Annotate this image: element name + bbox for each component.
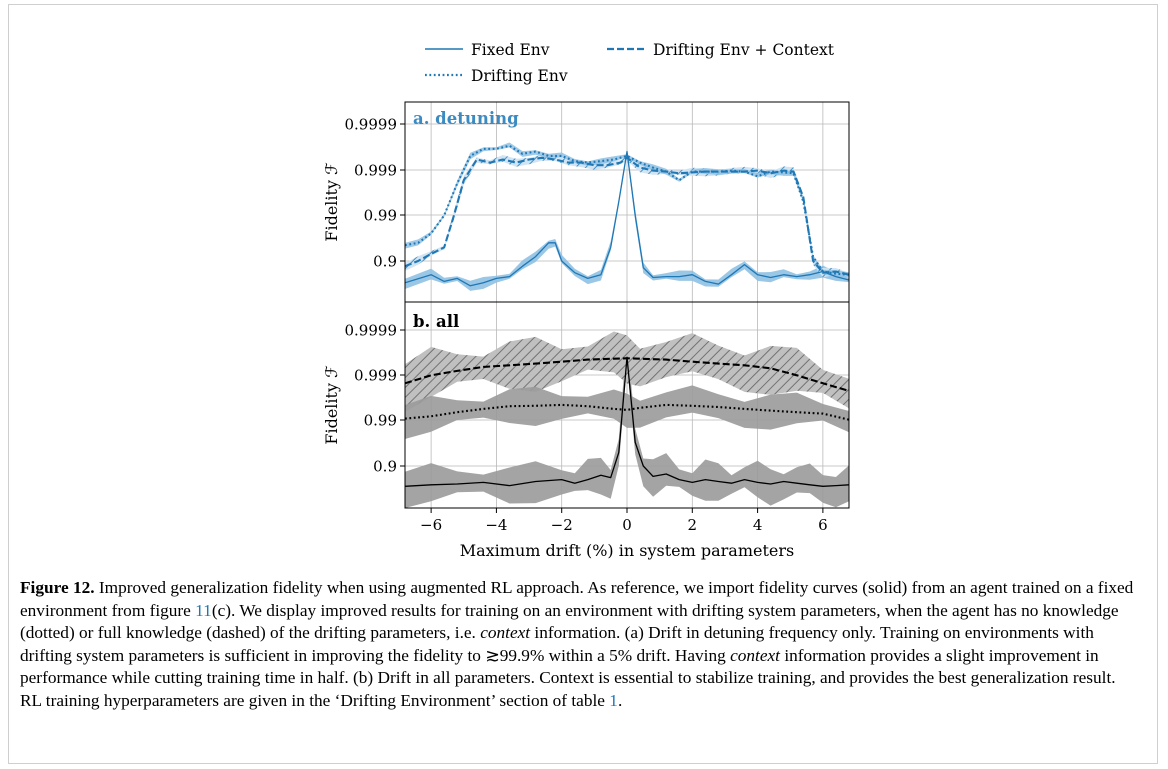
x-tick-label: 0 bbox=[622, 516, 632, 534]
y-tick-label: 0.999 bbox=[354, 162, 397, 180]
series-line-solid bbox=[405, 356, 849, 487]
x-tick-label: −2 bbox=[551, 516, 573, 534]
figure-12-chart: Fixed Env Drifting Env + Context Driftin… bbox=[322, 41, 850, 560]
y-tick-label: 0.9999 bbox=[345, 116, 398, 134]
band-dotted bbox=[405, 385, 849, 439]
caption-paragraph: Figure 12. Improved generalization fidel… bbox=[20, 577, 1140, 713]
caption-text-2: (c). We display improved results for tra… bbox=[20, 600, 1119, 643]
x-tick-label: 2 bbox=[688, 516, 698, 534]
panel-b-lines bbox=[405, 356, 849, 487]
y-tick-label: 0.9 bbox=[373, 458, 397, 476]
band-solid bbox=[405, 148, 849, 291]
caption-text-3: information. (a) Drift in detuning frequ… bbox=[20, 623, 1094, 665]
legend-entry-drifting-env-context: Drifting Env + Context bbox=[607, 41, 835, 59]
y-tick-label: 0.99 bbox=[364, 412, 397, 430]
series-line-dashed bbox=[405, 357, 849, 392]
y-tick-label: 0.9999 bbox=[345, 322, 398, 340]
y-tick-label: 0.999 bbox=[354, 367, 397, 385]
panel-b-y-axis-label: Fidelity ℱ bbox=[322, 365, 341, 445]
series-line-dashed bbox=[405, 156, 849, 276]
figure-caption: Figure 12. Improved generalization fidel… bbox=[20, 577, 1140, 713]
chart-legend: Fixed Env Drifting Env + Context Driftin… bbox=[425, 41, 835, 85]
x-axis-label: Maximum drift (%) in system parameters bbox=[460, 541, 795, 560]
panel-a-lines bbox=[405, 144, 849, 287]
x-tick-label: −6 bbox=[420, 516, 442, 534]
caption-text-5: . bbox=[617, 690, 623, 710]
caption-text-1: Improved generalization fidelity when us… bbox=[20, 578, 1134, 620]
legend-label-fixed-env: Fixed Env bbox=[471, 41, 550, 59]
caption-text-4: information provides a slight improvemen… bbox=[20, 645, 1116, 710]
table-reference-link[interactable]: 1 bbox=[609, 690, 618, 710]
figure-label: Figure 12. bbox=[20, 578, 95, 597]
x-axis-ticks: −6 −4 −2 0 2 4 6 bbox=[420, 508, 828, 534]
panel-b-y-ticks: 0.9999 0.999 0.99 0.9 bbox=[345, 322, 405, 476]
figure-frame bbox=[8, 4, 1158, 764]
caption-emphasis-context-1: context bbox=[480, 623, 531, 643]
legend-label-drifting-env-context: Drifting Env + Context bbox=[653, 41, 835, 59]
x-tick-label: 6 bbox=[818, 516, 828, 534]
band-dashed bbox=[405, 331, 849, 412]
panel-b-bands bbox=[405, 331, 849, 508]
legend-entry-drifting-env: Drifting Env bbox=[425, 67, 568, 85]
panel-a-detuning: 0.9999 0.999 0.99 0.9 a. detuning Fidelity … bbox=[322, 101, 850, 303]
y-tick-label: 0.9 bbox=[373, 253, 397, 271]
series-line-dotted bbox=[405, 144, 849, 276]
x-tick-label: 4 bbox=[753, 516, 763, 534]
y-tick-label: 0.99 bbox=[364, 207, 397, 225]
band-solid bbox=[405, 335, 849, 508]
panel-a-y-axis-label: Fidelity ℱ bbox=[322, 162, 341, 242]
panel-a-bands bbox=[405, 142, 849, 291]
legend-entry-fixed-env: Fixed Env bbox=[425, 41, 550, 59]
series-line-solid bbox=[405, 150, 849, 287]
x-tick-label: −4 bbox=[485, 516, 507, 534]
figure-reference-link[interactable]: 11 bbox=[195, 600, 212, 620]
caption-emphasis-context-2: context bbox=[730, 645, 780, 665]
panel-b-all: 0.9999 0.999 0.99 0.9 −6 −4 −2 0 2 4 6 b. all Fid… bbox=[322, 301, 850, 534]
panel-b-title: b. all bbox=[413, 312, 459, 331]
panel-a-title: a. detuning bbox=[413, 109, 519, 128]
panel-a-y-ticks: 0.9999 0.999 0.99 0.9 bbox=[345, 116, 405, 271]
legend-label-drifting-env: Drifting Env bbox=[471, 67, 568, 85]
